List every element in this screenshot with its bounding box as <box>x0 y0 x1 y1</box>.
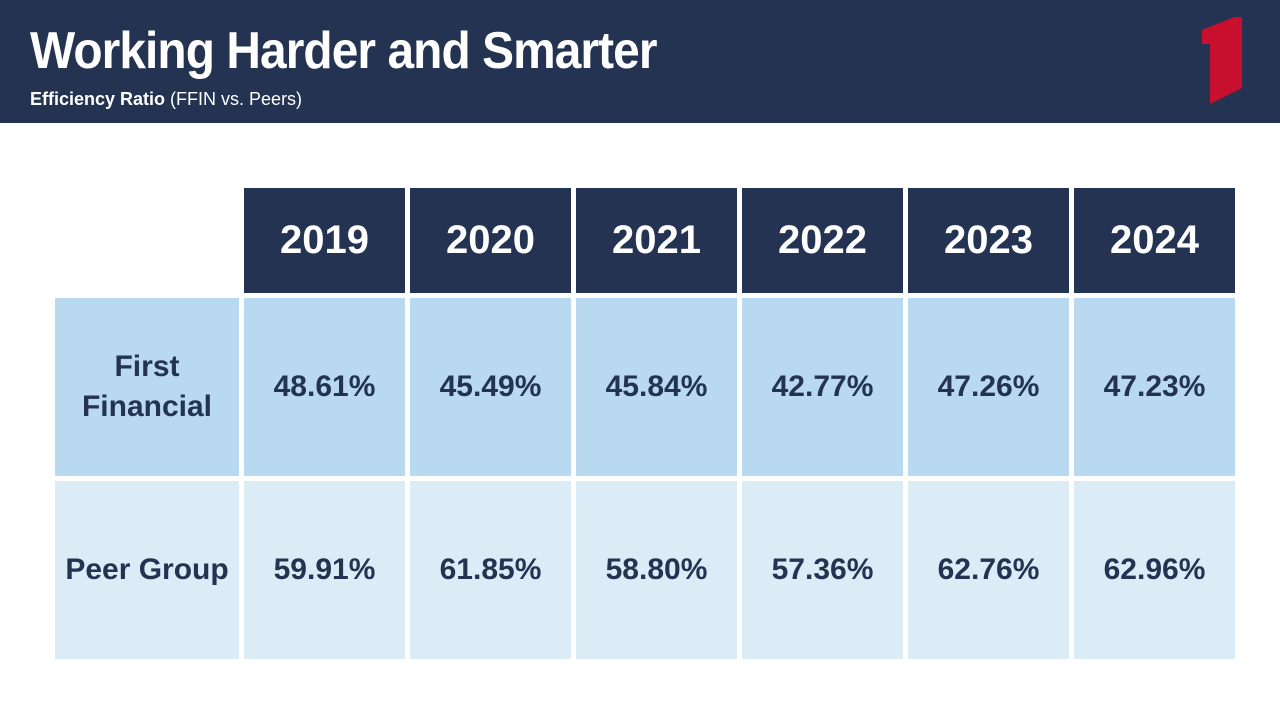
table-cell: 62.96% <box>1074 481 1235 659</box>
row-label-first-financial: First Financial <box>55 298 239 476</box>
table-cell: 47.26% <box>908 298 1069 476</box>
page-subtitle: Efficiency Ratio (FFIN vs. Peers) <box>30 88 302 110</box>
table-cell: 48.61% <box>244 298 405 476</box>
efficiency-ratio-table: 2019 2020 2021 2022 2023 2024 First Finan… <box>50 183 1240 664</box>
table-cell: 42.77% <box>742 298 903 476</box>
table-cell: 57.36% <box>742 481 903 659</box>
logo-shape-icon <box>1202 17 1242 104</box>
table-cell: 47.23% <box>1074 298 1235 476</box>
table-cell: 58.80% <box>576 481 737 659</box>
row-label-line2: Financial <box>81 390 213 423</box>
table-cell: 61.85% <box>410 481 571 659</box>
table-row-first-financial: First Financial 48.61% 45.49% 45.84% 42.7… <box>55 298 1235 476</box>
table-cell: 45.84% <box>576 298 737 476</box>
subtitle-bold: Efficiency Ratio <box>30 89 166 109</box>
table-cell: 45.49% <box>410 298 571 476</box>
table-cell: 59.91% <box>244 481 405 659</box>
row-label-peer-group: Peer Group <box>55 481 239 659</box>
year-header-2019: 2019 <box>244 188 405 293</box>
year-header-row: 2019 2020 2021 2022 2023 2024 <box>55 188 1235 293</box>
year-header-2022: 2022 <box>742 188 903 293</box>
first-financial-logo-icon <box>1202 17 1242 104</box>
table-cell: 62.76% <box>908 481 1069 659</box>
row-label-line1: First <box>114 350 180 383</box>
page-title: Working Harder and Smarter <box>30 22 657 80</box>
table-corner <box>55 188 239 293</box>
year-header-2024: 2024 <box>1074 188 1235 293</box>
year-header-2021: 2021 <box>576 188 737 293</box>
table-row-peer-group: Peer Group 59.91% 61.85% 58.80% 57.36% 6… <box>55 481 1235 659</box>
year-header-2023: 2023 <box>908 188 1069 293</box>
year-header-2020: 2020 <box>410 188 571 293</box>
header-banner: Working Harder and Smarter Efficiency Ra… <box>0 0 1280 123</box>
subtitle-rest: (FFIN vs. Peers) <box>165 89 303 109</box>
